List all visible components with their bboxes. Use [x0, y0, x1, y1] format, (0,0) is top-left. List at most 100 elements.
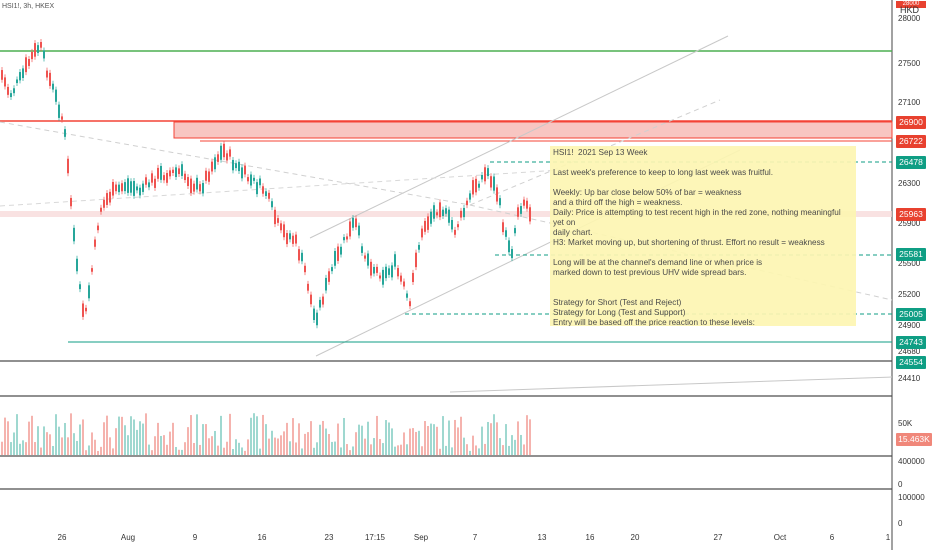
volume-bar [187, 427, 189, 455]
candle-body [163, 175, 165, 181]
symbol-label: HSI1!, 3h, HKEX [2, 3, 55, 10]
volume-bar [307, 432, 309, 455]
candle-body [493, 176, 495, 191]
volume-bar [16, 414, 18, 455]
volume-bar [502, 445, 504, 455]
date-label: 6 [829, 533, 835, 542]
candle-body [22, 68, 24, 78]
candle-body [310, 294, 312, 305]
volume-bar [523, 444, 525, 455]
volume-bar [430, 423, 432, 455]
price-tag: 26478 [896, 156, 926, 169]
volume-bar [499, 438, 501, 455]
candle-body [34, 43, 36, 57]
volume-bar [508, 445, 510, 455]
candle-body [424, 220, 426, 232]
candle-body [406, 293, 408, 298]
candle-body [157, 167, 159, 179]
volume-bar [496, 422, 498, 455]
candle-body [352, 217, 354, 228]
volume-bar [169, 431, 171, 455]
volume-bars [1, 413, 531, 455]
volume-bar [193, 443, 195, 455]
note-line: H3: Market moving up, but shortening of … [553, 238, 825, 247]
date-label: 13 [537, 533, 547, 542]
date-label: 17:15 [364, 533, 386, 542]
volume-bar [319, 424, 321, 455]
volume-bar [454, 419, 456, 455]
candle-body [205, 170, 207, 181]
candle-body [187, 177, 189, 186]
candle-body [232, 159, 234, 171]
note-line [553, 278, 853, 288]
candle-body [508, 240, 510, 253]
volume-bar [418, 430, 420, 455]
candle-body [463, 207, 465, 218]
candle-body [376, 266, 378, 273]
volume-bar [229, 413, 231, 455]
volume-bar [400, 444, 402, 455]
volume-bar [469, 450, 471, 455]
volume-bar [34, 442, 36, 455]
volume-bar [391, 428, 393, 455]
candle-body [106, 193, 108, 205]
date-label: Aug [120, 533, 136, 542]
candle-body [211, 161, 213, 172]
volume-bar [403, 432, 405, 455]
volume-bar [4, 417, 6, 455]
price-axis-label: 24410 [898, 374, 921, 383]
volume-axis-label: 0 [898, 480, 903, 489]
candle-body [193, 183, 195, 192]
volume-bar [61, 437, 63, 455]
candle-body [295, 234, 297, 244]
volume-bar [397, 445, 399, 455]
volume-bar [343, 417, 345, 455]
date-label: 23 [324, 533, 334, 542]
candle-body [49, 72, 51, 86]
top-price-tag: 28000 [896, 1, 926, 8]
candle-body [274, 209, 276, 225]
volume-bar [310, 421, 312, 455]
volume-bar [421, 446, 423, 455]
candle-body [91, 268, 93, 272]
candle-body [277, 218, 279, 223]
price-tag: 26722 [896, 135, 926, 148]
volume-bar [331, 441, 333, 455]
price-axis-label: 27100 [898, 98, 921, 107]
volume-bar [19, 443, 21, 455]
candle-body [427, 216, 429, 230]
candle-body [520, 206, 522, 214]
candle-body [13, 88, 15, 94]
candle-body [172, 169, 174, 174]
volume-bar [442, 416, 444, 455]
price-tag: 25581 [896, 248, 926, 261]
candle-body [175, 167, 177, 177]
candle-body [436, 212, 438, 216]
volume-bar [115, 428, 117, 455]
volume-bar [223, 447, 225, 455]
candle-body [433, 205, 435, 219]
volume-bar [340, 447, 342, 455]
volume-bar [226, 441, 228, 455]
volume-bar [217, 445, 219, 455]
volume-bar [451, 447, 453, 455]
volume-bar [325, 428, 327, 455]
candle-body [499, 198, 501, 206]
candle-body [7, 86, 9, 95]
volume-bar [52, 445, 54, 455]
volume-bar [280, 435, 282, 455]
note-line: Strategy for Short (Test and Reject) [553, 298, 682, 307]
candle-body [412, 272, 414, 283]
date-label: 16 [257, 533, 267, 542]
note-line: Last week's preference to keep to long l… [553, 168, 774, 177]
candle-body [517, 207, 519, 217]
volume-bar [163, 435, 165, 455]
volume-bar [301, 448, 303, 455]
candle-body [166, 172, 168, 183]
volume-bar [322, 420, 324, 455]
volume-bar [139, 421, 141, 455]
candle-body [199, 184, 201, 192]
volume-bar [121, 416, 123, 455]
date-label: 20 [630, 533, 640, 542]
